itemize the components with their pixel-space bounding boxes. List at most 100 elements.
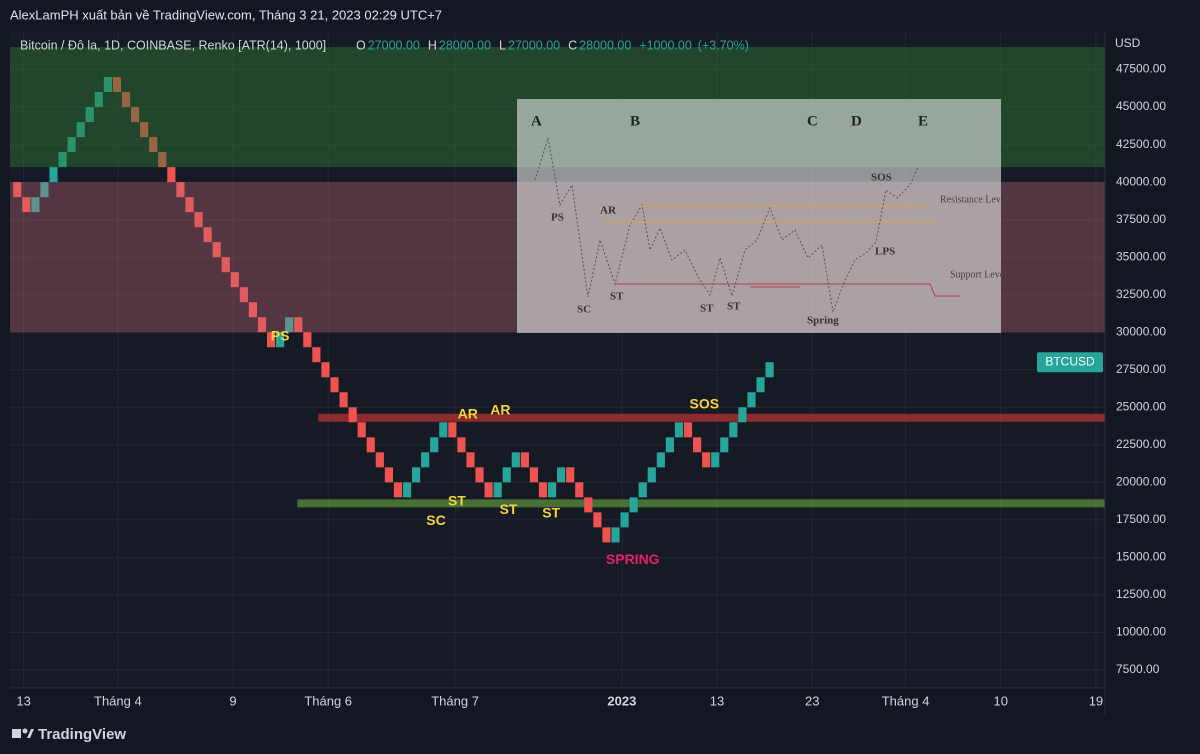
- renko-brick: [384, 467, 393, 483]
- ohlc-key: H: [428, 38, 437, 52]
- annotation: PS: [271, 327, 290, 343]
- renko-brick: [94, 92, 103, 108]
- renko-brick: [13, 182, 22, 198]
- renko-brick: [711, 452, 720, 468]
- inset-label: ST: [610, 291, 624, 303]
- inset-support: [615, 283, 960, 297]
- price-tag: [1037, 352, 1103, 373]
- level-band: [297, 499, 1105, 508]
- renko-brick: [31, 197, 40, 213]
- y-tick-label: 12500.00: [1116, 587, 1166, 601]
- renko-brick: [58, 152, 67, 168]
- renko-brick: [720, 437, 729, 453]
- ohlc-value: 27000.00: [508, 38, 560, 52]
- y-tick-label: 35000.00: [1116, 249, 1166, 263]
- annotation: SOS: [690, 396, 720, 412]
- renko-brick: [547, 482, 557, 498]
- renko-brick: [557, 467, 566, 483]
- renko-brick: [194, 212, 203, 228]
- y-tick-label: 37500.00: [1116, 212, 1166, 226]
- inset-label: Spring: [807, 315, 839, 327]
- renko-brick: [285, 317, 294, 333]
- renko-brick: [629, 497, 638, 513]
- symbol-title: Bitcoin / Đô la, 1D, COINBASE, Renko [AT…: [20, 38, 326, 52]
- renko-brick: [502, 467, 511, 483]
- renko-brick: [457, 437, 466, 453]
- renko-brick: [702, 452, 711, 468]
- x-tick-label: 13: [710, 693, 724, 708]
- renko-brick: [239, 287, 248, 303]
- phase-label: D: [851, 113, 862, 129]
- renko-brick: [375, 452, 384, 468]
- inset-label: AR: [600, 205, 617, 217]
- renko-brick: [683, 422, 693, 438]
- renko-brick: [593, 512, 602, 528]
- renko-brick: [294, 317, 303, 333]
- renko-brick: [140, 122, 149, 138]
- renko-brick: [266, 332, 276, 348]
- renko-brick: [765, 362, 774, 378]
- renko-brick: [185, 197, 194, 213]
- change-pct: (+3.70%): [698, 38, 749, 52]
- renko-brick: [439, 422, 448, 438]
- renko-brick: [67, 137, 76, 153]
- renko-brick: [620, 512, 629, 528]
- ohlc-value: 28000.00: [579, 38, 631, 52]
- renko-brick: [257, 317, 267, 333]
- x-tick-label: 19: [1089, 693, 1103, 708]
- renko-brick: [511, 452, 520, 468]
- y-tick-label: 22500.00: [1116, 437, 1166, 451]
- x-tick-label: Tháng 7: [431, 693, 479, 708]
- renko-brick: [638, 482, 647, 498]
- renko-brick: [611, 527, 620, 543]
- y-tick-label: 10000.00: [1116, 625, 1166, 639]
- x-tick-label: Tháng 4: [882, 693, 930, 708]
- phase-label: B: [630, 113, 640, 129]
- phase-label: A: [531, 113, 542, 129]
- annotation: SPRING: [606, 551, 660, 567]
- renko-brick: [656, 452, 665, 468]
- renko-brick: [330, 377, 339, 393]
- logo-part: [22, 728, 28, 734]
- annotation: ST: [500, 501, 518, 517]
- x-tick-label: 23: [805, 693, 819, 708]
- x-tick-label: 13: [16, 693, 30, 708]
- renko-brick: [402, 482, 412, 498]
- annotation: AR: [458, 405, 478, 421]
- renko-brick: [693, 437, 702, 453]
- y-tick-label: 15000.00: [1116, 550, 1166, 564]
- level-band: [318, 413, 1105, 422]
- renko-brick: [484, 482, 493, 498]
- annotation: ST: [542, 505, 560, 521]
- ohlc-value: 27000.00: [368, 38, 420, 52]
- phase-label: C: [807, 113, 818, 129]
- renko-brick: [584, 497, 593, 513]
- y-unit: USD: [1115, 36, 1141, 50]
- renko-brick: [276, 332, 285, 348]
- renko-brick: [303, 332, 312, 348]
- renko-brick: [348, 407, 357, 423]
- phase-label: E: [918, 113, 928, 129]
- renko-brick: [339, 392, 348, 408]
- renko-brick: [167, 167, 176, 183]
- x-tick-label: 2023: [607, 693, 636, 708]
- inset-label: ST: [700, 303, 714, 315]
- brand-name: TradingView: [38, 726, 126, 743]
- y-tick-label: 20000.00: [1116, 475, 1166, 489]
- x-tick-label: Tháng 6: [304, 693, 352, 708]
- renko-brick: [756, 377, 765, 393]
- ohlc-key: O: [356, 38, 366, 52]
- inset-label: PS: [551, 212, 564, 224]
- renko-brick: [674, 422, 684, 438]
- renko-brick: [85, 107, 94, 123]
- legend-bar: Bitcoin / Đô la, 1D, COINBASE, Renko [AT…: [20, 38, 749, 52]
- renko-brick: [321, 362, 330, 378]
- renko-brick: [647, 467, 656, 483]
- annotation: SC: [426, 512, 445, 528]
- renko-brick: [103, 77, 112, 93]
- renko-brick: [520, 452, 529, 468]
- renko-brick: [203, 227, 212, 243]
- y-tick-label: 17500.00: [1116, 512, 1166, 526]
- brand-logo: [12, 728, 34, 738]
